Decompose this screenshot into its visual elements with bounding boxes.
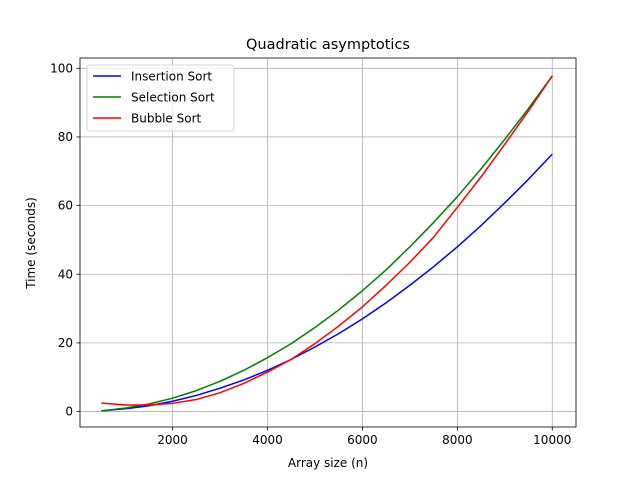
series-lines bbox=[101, 75, 553, 412]
x-tick-label: 10000 bbox=[533, 433, 571, 447]
y-tick-label: 40 bbox=[58, 267, 73, 281]
x-axis-ticks: 2000 4000 6000 8000 10000 bbox=[157, 427, 571, 447]
chart-title: Quadratic asymptotics bbox=[246, 37, 410, 53]
plot-frame bbox=[79, 57, 577, 428]
y-axis-ticks: 0 20 40 60 80 100 bbox=[50, 61, 80, 419]
series-line-2 bbox=[101, 75, 553, 412]
legend-label: Insertion Sort bbox=[131, 70, 212, 84]
x-axis-label: Array size (n) bbox=[288, 456, 368, 470]
x-tick-label: 2000 bbox=[157, 433, 188, 447]
legend-box bbox=[86, 64, 235, 132]
y-tick-label: 60 bbox=[58, 199, 73, 213]
series-line-3 bbox=[101, 75, 553, 406]
y-tick-label: 20 bbox=[58, 336, 73, 350]
legend-label: Bubble Sort bbox=[131, 112, 201, 126]
x-tick-label: 8000 bbox=[442, 433, 473, 447]
y-tick-label: 0 bbox=[65, 405, 73, 419]
series-line-1 bbox=[101, 153, 553, 412]
y-tick-label: 80 bbox=[58, 130, 73, 144]
legend: Insertion Sort Selection Sort Bubble Sort bbox=[86, 64, 235, 132]
legend-label: Selection Sort bbox=[131, 91, 215, 105]
x-tick-label: 4000 bbox=[252, 433, 283, 447]
y-axis-label: Time (seconds) bbox=[24, 197, 38, 290]
x-tick-label: 6000 bbox=[347, 433, 378, 447]
y-tick-label: 100 bbox=[50, 61, 73, 75]
